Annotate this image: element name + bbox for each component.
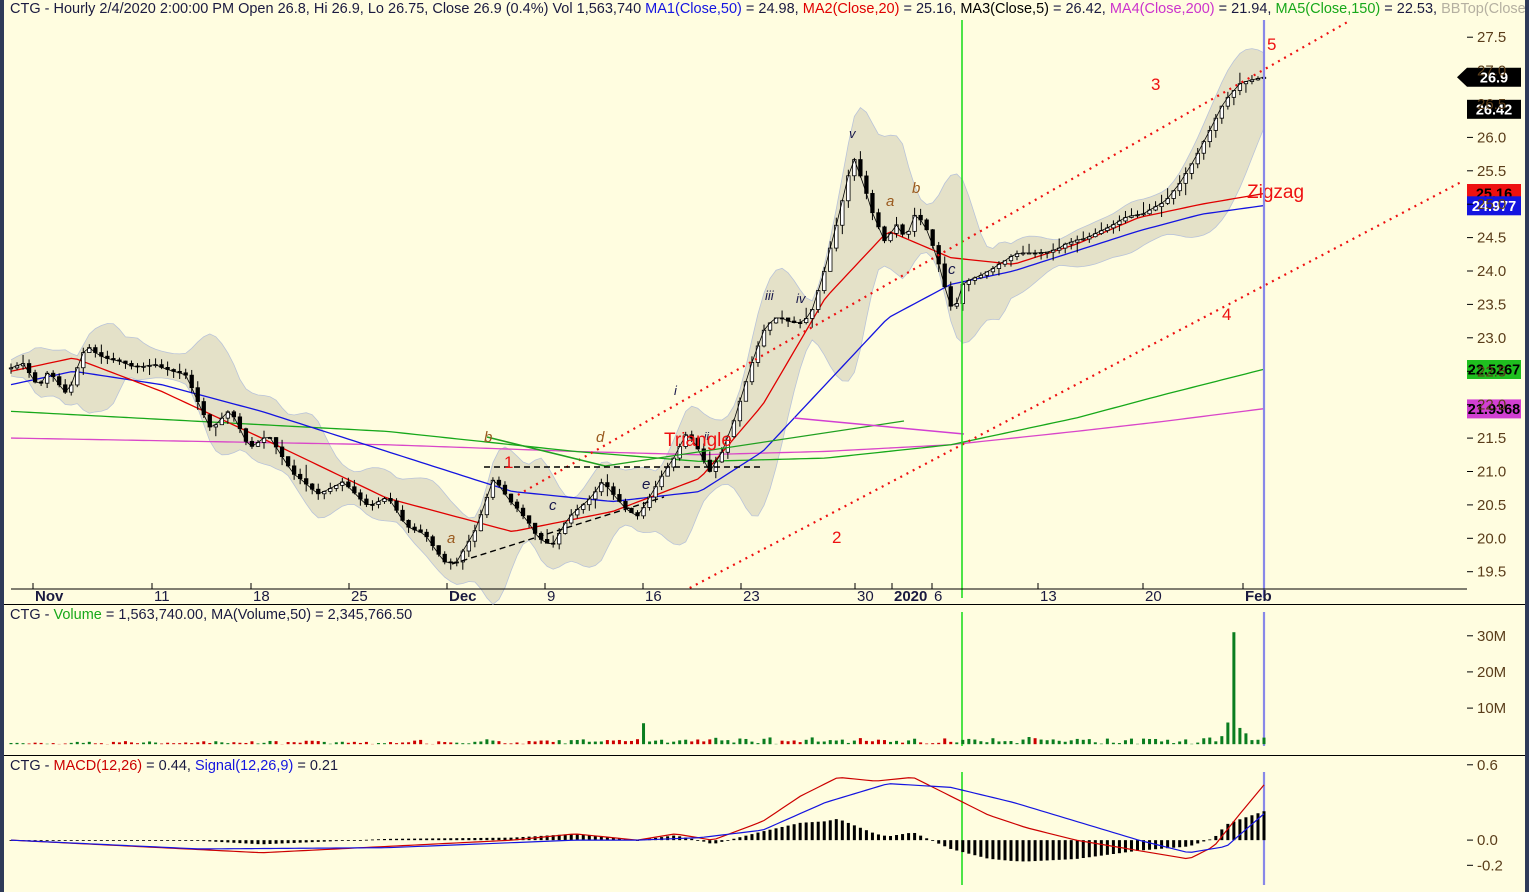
svg-text:a: a — [447, 530, 455, 547]
svg-text:20M: 20M — [1477, 664, 1506, 681]
svg-text:25.5: 25.5 — [1477, 163, 1506, 180]
svg-text:0.0: 0.0 — [1477, 832, 1498, 849]
svg-text:18: 18 — [253, 588, 270, 605]
svg-text:30M: 30M — [1477, 628, 1506, 645]
svg-text:9: 9 — [547, 588, 555, 605]
svg-text:2020: 2020 — [894, 588, 927, 605]
svg-text:-0.2: -0.2 — [1477, 857, 1503, 874]
svg-text:23: 23 — [743, 588, 760, 605]
svg-text:0.6: 0.6 — [1477, 757, 1498, 774]
svg-text:Nov: Nov — [35, 588, 64, 605]
svg-text:c: c — [948, 261, 956, 278]
svg-text:4: 4 — [1222, 305, 1231, 324]
svg-text:30: 30 — [857, 588, 874, 605]
svg-text:10M: 10M — [1477, 700, 1506, 717]
svg-text:3: 3 — [1151, 75, 1160, 94]
svg-text:1: 1 — [504, 453, 513, 472]
svg-text:24.0: 24.0 — [1477, 263, 1506, 280]
svg-text:22.5: 22.5 — [1477, 363, 1506, 380]
svg-text:2: 2 — [832, 528, 841, 547]
svg-text:23.0: 23.0 — [1477, 330, 1506, 347]
svg-text:13: 13 — [1040, 588, 1057, 605]
svg-text:25: 25 — [351, 588, 368, 605]
svg-text:20: 20 — [1145, 588, 1162, 605]
svg-text:5: 5 — [1267, 35, 1276, 54]
svg-text:Zigzag: Zigzag — [1247, 182, 1304, 203]
svg-text:19.5: 19.5 — [1477, 564, 1506, 581]
svg-text:25.0: 25.0 — [1477, 196, 1506, 213]
svg-text:e: e — [642, 476, 650, 493]
svg-text:b: b — [484, 429, 492, 446]
svg-text:Feb: Feb — [1245, 588, 1272, 605]
svg-text:i: i — [674, 383, 678, 398]
svg-text:20.5: 20.5 — [1477, 497, 1506, 514]
svg-text:iv: iv — [796, 291, 807, 306]
svg-text:21.5: 21.5 — [1477, 430, 1506, 447]
svg-text:a: a — [886, 193, 894, 210]
svg-text:27.0: 27.0 — [1477, 63, 1506, 80]
svg-text:23.5: 23.5 — [1477, 296, 1506, 313]
svg-text:16: 16 — [645, 588, 662, 605]
svg-text:d: d — [596, 429, 605, 446]
svg-text:26.0: 26.0 — [1477, 129, 1506, 146]
svg-text:6: 6 — [934, 588, 942, 605]
svg-text:21.0: 21.0 — [1477, 464, 1506, 481]
svg-text:c: c — [549, 497, 557, 514]
svg-text:26.5: 26.5 — [1477, 96, 1506, 113]
svg-text:22.0: 22.0 — [1477, 397, 1506, 414]
svg-text:b: b — [912, 180, 920, 197]
svg-text:24.5: 24.5 — [1477, 230, 1506, 247]
svg-text:20.0: 20.0 — [1477, 530, 1506, 547]
svg-text:Dec: Dec — [449, 588, 477, 605]
svg-text:Triangle: Triangle — [664, 430, 732, 451]
svg-text:27.5: 27.5 — [1477, 29, 1506, 46]
svg-text:iii: iii — [765, 288, 775, 303]
svg-text:11: 11 — [154, 588, 170, 605]
